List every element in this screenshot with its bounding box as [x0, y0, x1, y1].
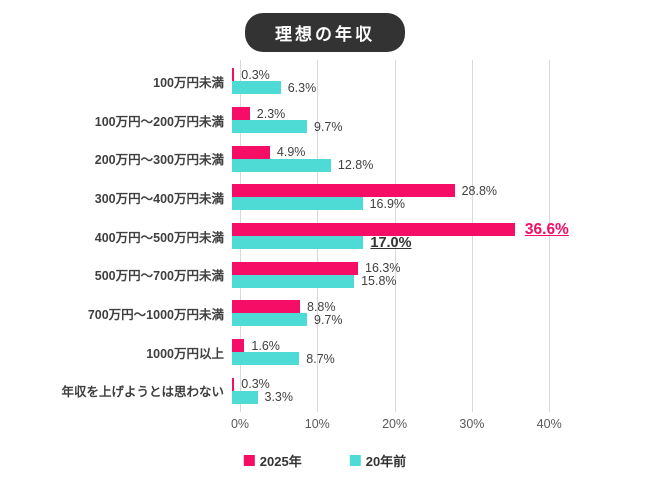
category-label: 300万円〜400万円未満: [94, 191, 224, 206]
value-label: 9.7%: [314, 119, 343, 134]
chart-row: 200万円〜300万円未満 4.9% 12.8%: [0, 139, 650, 178]
chart-row: 年収を上げようとは思わない 0.3% 3.3%: [0, 372, 650, 411]
x-tick-label: 30%: [459, 417, 485, 431]
bar-2025年: 0.3%: [232, 377, 270, 391]
bar-group: 4.9% 12.8%: [232, 145, 373, 172]
chart-row: 400万円〜500万円未満 36.6% 17.0%: [0, 217, 650, 256]
legend-item: 20年前: [349, 451, 407, 470]
bar-20年前: 3.3%: [232, 390, 293, 404]
bar-2025年: 16.3%: [232, 261, 400, 275]
value-label: 36.6%: [524, 220, 569, 238]
legend-label: 2025年: [259, 454, 302, 469]
bar-2025年: 28.8%: [232, 184, 497, 198]
chart-row: 100万円未満 0.3% 6.3%: [0, 62, 650, 101]
bar-2025年: 0.3%: [232, 68, 270, 82]
category-label: 100万円未満: [153, 75, 224, 90]
gridline-40: [549, 60, 551, 412]
value-label: 15.8%: [361, 274, 397, 289]
value-label: 0.3%: [241, 67, 270, 82]
bar-group: 8.8% 9.7%: [232, 300, 343, 327]
x-tick-label: 20%: [382, 417, 408, 431]
bar-20年前: 8.7%: [232, 352, 335, 366]
bar-rows: 100万円未満 0.3% 6.3% 100万円〜200万円未満 2.3% 9.7% 200万…: [0, 62, 650, 410]
legend-item: 2025年: [243, 451, 302, 470]
bar-group: 0.3% 6.3%: [232, 68, 316, 95]
legend-swatch-icon: [349, 455, 361, 466]
bar-20年前: 6.3%: [232, 81, 316, 95]
bar-20年前: 12.8%: [232, 158, 373, 172]
category-label: 500万円〜700万円未満: [94, 269, 224, 284]
value-label: 6.3%: [287, 80, 317, 95]
value-label: 2.3%: [256, 106, 286, 121]
bar-20年前: 17.0%: [232, 235, 412, 251]
bar-group: 1.6% 8.7%: [232, 339, 335, 366]
legend-swatch-icon: [243, 455, 255, 466]
x-tick-label: 40%: [536, 417, 562, 431]
bar-group: 2.3% 9.7%: [232, 107, 343, 134]
chart-row: 1000万円以上 1.6% 8.7%: [0, 333, 650, 372]
bar-2025年: 1.6%: [232, 339, 280, 353]
category-label: 200万円〜300万円未満: [94, 153, 224, 168]
bar-20年前: 16.9%: [232, 197, 405, 211]
value-label: 17.0%: [370, 234, 412, 251]
bar-2025年: 36.6%: [232, 221, 569, 238]
value-label: 3.3%: [264, 390, 294, 405]
bar-20年前: 15.8%: [232, 274, 397, 288]
category-label: 年収を上げようとは思わない: [61, 385, 224, 400]
value-label: 8.7%: [306, 351, 335, 366]
bar-2025年: 8.8%: [232, 300, 336, 314]
category-label: 1000万円以上: [146, 346, 224, 361]
bar-20年前: 9.7%: [232, 313, 343, 327]
value-label: 16.3%: [365, 261, 401, 276]
value-label: 9.7%: [314, 312, 343, 327]
category-label: 700万円〜1000万円未満: [87, 307, 224, 322]
value-label: 28.8%: [461, 183, 498, 198]
value-label: 16.9%: [369, 196, 406, 211]
bar-2025年: 4.9%: [232, 145, 305, 159]
x-tick-label: 10%: [304, 417, 330, 431]
bar-20年前: 9.7%: [232, 120, 343, 134]
category-label: 400万円〜500万円未満: [94, 230, 224, 245]
x-axis: 0% 10% 20% 30% 40%: [231, 417, 580, 435]
chart-row: 500万円〜700万円未満 16.3% 15.8%: [0, 255, 650, 294]
bar-group: 0.3% 3.3%: [232, 377, 293, 404]
value-label: 12.8%: [337, 158, 374, 173]
bar-group: 28.8% 16.9%: [232, 184, 497, 211]
legend: 2025年 20年前: [243, 451, 407, 470]
bar-2025年: 2.3%: [232, 107, 285, 121]
bar-group: 16.3% 15.8%: [232, 261, 400, 288]
value-label: 1.6%: [251, 338, 280, 353]
x-tick-label: 0%: [230, 417, 250, 431]
value-label: 4.9%: [276, 145, 306, 160]
bar-group: 36.6% 17.0%: [232, 221, 569, 251]
category-label: 100万円〜200万円未満: [94, 114, 224, 129]
chart-title-badge: 理想の年収: [245, 13, 405, 52]
value-label: 8.8%: [307, 299, 336, 314]
value-label: 0.3%: [241, 377, 270, 392]
chart-row: 700万円〜1000万円未満 8.8% 9.7%: [0, 294, 650, 333]
chart-row: 300万円〜400万円未満 28.8% 16.9%: [0, 178, 650, 217]
legend-label: 20年前: [365, 454, 407, 469]
chart-row: 100万円〜200万円未満 2.3% 9.7%: [0, 101, 650, 140]
